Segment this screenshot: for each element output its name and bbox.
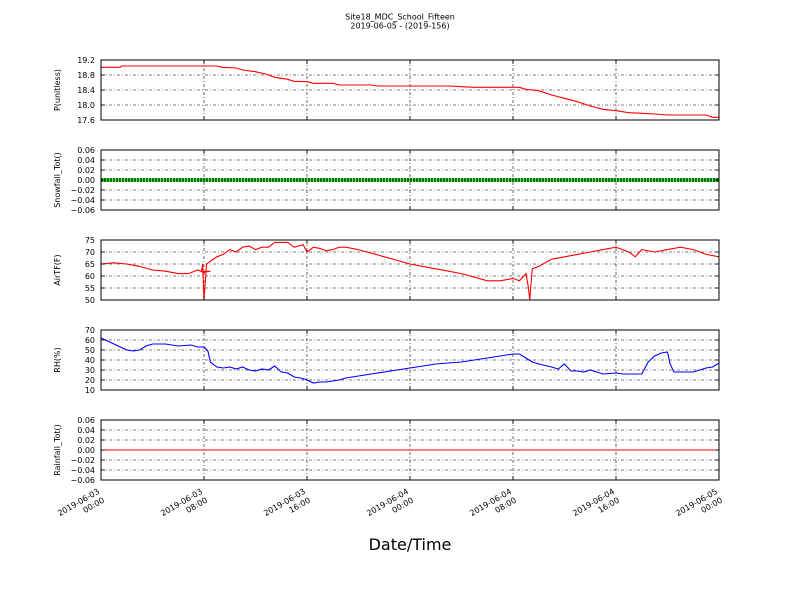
x-axis-ticks: 2019-06-0300:00 2019-06-0308:00 2019-06-03… (56, 487, 724, 527)
y-tick-label: 50 (85, 346, 95, 355)
y-tick-label: 30 (85, 366, 95, 375)
x-tick-label: 2019-06-0300:00 (56, 487, 106, 527)
series-line-pressure (101, 65, 719, 118)
y-tick-label: 18.0 (77, 101, 95, 110)
y-tick-label: −0.04 (70, 196, 95, 205)
y-tick-label: 0.02 (77, 436, 95, 445)
chart-subtitle: 2019-06-05 - (2019-156) (350, 22, 449, 31)
y-axis-label-rh: RH(%) (53, 347, 62, 372)
y-tick-label: 18.8 (77, 71, 95, 80)
y-tick-label: 60 (85, 336, 95, 345)
y-tick-label: −0.04 (70, 466, 95, 475)
x-tick-label: 2019-06-0308:00 (159, 487, 209, 527)
series-line-rh (100, 337, 720, 384)
y-tick-label: 19.2 (77, 56, 95, 65)
y-tick-label: −0.02 (70, 456, 95, 465)
series-line-airtemp (100, 241, 720, 301)
panel-pressure: 17.6 18.0 18.4 18.8 19.2 P(unitless) (53, 56, 720, 125)
chart-panels: 17.618.018.418.819.2P(unitless)−0.06−0.0… (53, 56, 720, 485)
y-tick-label: 18.4 (77, 86, 95, 95)
y-tick-label: 20 (85, 376, 95, 385)
panel-snowfall: −0.06−0.04−0.020.000.020.040.06 Snowfall_… (53, 146, 720, 215)
x-tick-label: 2019-06-0408:00 (468, 487, 518, 527)
x-tick-label: 2019-06-0316:00 (262, 487, 312, 527)
panel-airtemp: 50 55 60 65 70 75 AirTF(F) (53, 236, 720, 305)
y-tick-label: 60 (85, 272, 95, 281)
y-tick-label: 0.06 (77, 146, 95, 155)
y-axis-label-rainfall: Rainfall_Tot() (53, 424, 62, 476)
y-tick-label: 70 (85, 326, 95, 335)
y-axis-label-pressure: P(unitless) (53, 69, 62, 111)
y-tick-label: 0.00 (77, 446, 95, 455)
y-tick-label: 0.04 (77, 156, 95, 165)
y-tick-label: 70 (85, 248, 95, 257)
x-tick-label: 2019-06-0416:00 (571, 487, 621, 527)
y-axis-label-airtemp: AirTF(F) (53, 254, 62, 285)
y-tick-label: 40 (85, 356, 95, 365)
y-tick-label: 50 (85, 296, 95, 305)
y-tick-label: 0.00 (77, 176, 95, 185)
y-tick-label: −0.02 (70, 186, 95, 195)
chart-title: Site18_MDC_School_Fifteen (345, 13, 455, 22)
y-tick-label: −0.06 (70, 206, 95, 215)
y-tick-label: 10 (85, 386, 95, 395)
y-tick-label: 0.06 (77, 416, 95, 425)
x-axis-label: Date/Time (369, 535, 452, 554)
y-tick-label: 0.04 (77, 426, 95, 435)
panel-rainfall: −0.06−0.04−0.020.000.020.040.06 Rainfall_… (53, 416, 720, 485)
y-tick-label: 65 (85, 260, 95, 269)
y-tick-label: 17.6 (77, 116, 95, 125)
y-tick-label: 75 (85, 236, 95, 245)
y-tick-label: 55 (85, 284, 95, 293)
x-tick-label: 2019-06-0500:00 (674, 487, 724, 527)
y-tick-label: 0.02 (77, 166, 95, 175)
y-tick-label: −0.06 (70, 476, 95, 485)
x-tick-label: 2019-06-0400:00 (365, 487, 415, 527)
y-axis-label-snowfall: Snowfall_Tot() (53, 152, 62, 208)
